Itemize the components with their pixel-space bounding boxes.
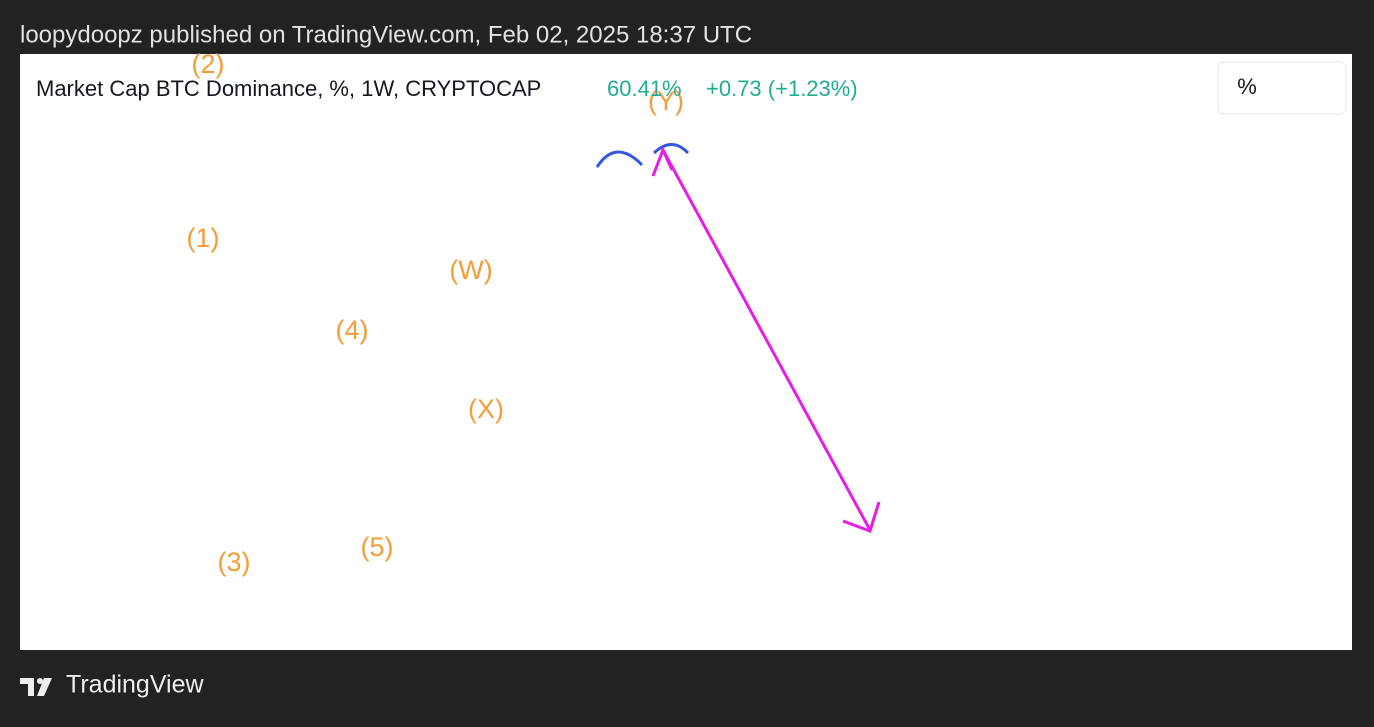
publish-header: loopydoopz published on TradingView.com,… [20,21,752,48]
arc-annotation [595,150,644,168]
arrow-tail [651,146,674,177]
legend-change: +0.73 (+1.23%) [706,76,858,101]
legend-value: 60.41% [607,76,682,101]
projection-arrow [661,149,872,531]
footer-brand: TradingView [66,671,205,699]
tradingview-logo [20,678,52,696]
wave-label: (1) [187,223,220,253]
wave-label: (2) [192,49,225,79]
arrow-head [842,501,881,533]
chart-area [20,54,1352,650]
unit-button[interactable] [1217,61,1347,115]
wave-label: (W) [449,255,492,285]
unit-label[interactable]: % [1237,74,1257,99]
wave-label: (4) [336,315,369,345]
legend-title: Market Cap BTC Dominance, %, 1W, CRYPTOC… [36,76,541,101]
wave-label: (X) [468,394,504,424]
wave-label: (3) [218,547,251,577]
wave-label: (5) [361,532,394,562]
arc-annotation [652,143,690,155]
wave-label: (Y) [648,86,684,116]
